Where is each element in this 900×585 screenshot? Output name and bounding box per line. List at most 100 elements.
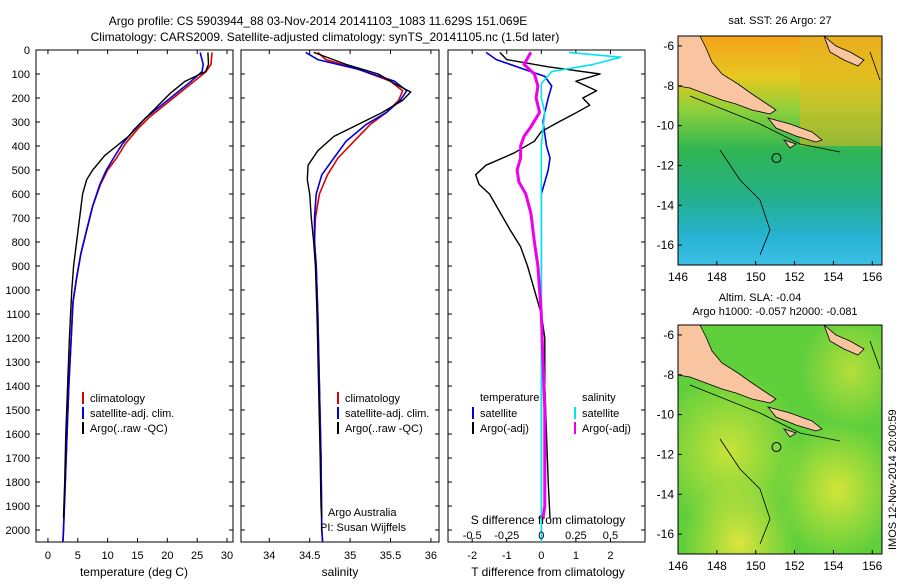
diff-x-tick-label: 0	[538, 550, 544, 562]
temperature-xlabel: temperature (deg C)	[80, 565, 188, 579]
sal-series-climatology	[313, 51, 404, 543]
reef-outline	[689, 51, 881, 256]
depth-tick-label: 1500	[6, 405, 30, 417]
map-lat-tick-label: -6	[663, 39, 674, 53]
depth-tick-label: 1300	[6, 357, 30, 369]
map-lon-tick-label: 152	[785, 559, 805, 573]
sla-map-subtitle: Argo h1000: -0.057 h2000: -0.081	[692, 306, 857, 318]
salinity-axes-frame	[240, 49, 440, 543]
sst-map-frame	[677, 35, 883, 266]
sal-series-argo-raw-qc	[306, 51, 412, 519]
depth-tick-label: 1600	[6, 429, 30, 441]
map-lat-tick-label: -8	[663, 79, 674, 93]
annotation-argo-australia: Argo Australia	[328, 507, 397, 519]
title-line-2: Climatology: CARS2009. Satellite-adjuste…	[91, 30, 560, 44]
temp-series-satellite-adj-clim	[62, 52, 204, 543]
legend-label-climatology: climatology	[90, 393, 146, 405]
temp-x-tick-label: 25	[191, 550, 203, 562]
depth-axis: 0 100 200 300 400 500 600 700 800 900 1000 1100 1200…	[6, 45, 645, 537]
salinity-diff-legend: salinity satellite Argo(-adj)	[574, 392, 631, 435]
depth-tick-label: 1400	[6, 381, 30, 393]
s-diff-tick-label: -0.5	[463, 530, 482, 542]
sst-map-title: sat. SST: 26 Argo: 27	[728, 15, 831, 27]
legend-label-climatology: climatology	[345, 393, 401, 405]
salinity-panel: 34 34.5 35 35.5 36 salinity climatology sate…	[240, 49, 440, 579]
depth-tick-label: 800	[12, 237, 30, 249]
legend-label-argo: Argo(..raw -QC)	[345, 423, 423, 435]
annotation-pi: PI: Susan Wijffels	[320, 522, 406, 534]
sla-map-frame	[677, 324, 883, 555]
legend-label-argo: Argo(..raw -QC)	[90, 423, 168, 435]
legend-title-salinity: salinity	[582, 392, 616, 404]
sla-map-axes: 146 148 150 152 154 156 -6 -8 -10 -12 -14 -16	[657, 328, 883, 573]
legend-label-satellite: satellite-adj. clim.	[345, 408, 429, 420]
reef-outline	[689, 340, 881, 545]
map-lon-tick-label: 148	[707, 270, 727, 284]
land-new-guinea	[678, 36, 777, 115]
sal-x-tick-label: 36	[425, 550, 437, 562]
s-diff-tick-label: 0	[538, 530, 544, 542]
land-new-guinea	[678, 325, 777, 404]
s-difference-ticks: -0.5 -0.25 0 0.25 0.5	[463, 530, 618, 542]
depth-tick-label: 500	[12, 165, 30, 177]
difference-xlabel-top: S difference from climatology	[471, 513, 626, 527]
depth-tick-label: 0	[24, 45, 30, 57]
temp-x-tick-label: 15	[131, 550, 143, 562]
argo-location-marker	[771, 153, 782, 164]
difference-x-axis: -2 -1 0 1 2	[467, 50, 614, 562]
depth-tick-label: 300	[12, 117, 30, 129]
map-lon-tick-label: 154	[823, 559, 843, 573]
s-diff-tick-label: 0.25	[565, 530, 586, 542]
map-lat-tick-label: -16	[657, 527, 675, 541]
map-lat-tick-label: -10	[657, 119, 675, 133]
depth-tick-label: 900	[12, 261, 30, 273]
temp-x-tick-label: 5	[75, 550, 81, 562]
temp-series-argo-raw-qc	[62, 52, 210, 519]
depth-tick-label: 1900	[6, 501, 30, 513]
salinity-x-axis: 34 34.5 35 35.5 36	[263, 50, 437, 562]
temp-x-tick-label: 0	[45, 550, 51, 562]
land-islands	[766, 36, 865, 149]
temp-x-tick-label: 20	[161, 550, 173, 562]
title-line-1: Argo profile: CS 5903944_88 03-Nov-2014 …	[109, 14, 528, 28]
salinity-xlabel: salinity	[322, 565, 359, 579]
argo-location-marker	[771, 442, 782, 453]
map-lon-tick-label: 156	[862, 559, 882, 573]
map-lat-tick-label: -12	[657, 158, 675, 172]
temperature-axes-frame	[35, 49, 234, 543]
legend-label-t-satellite: satellite	[480, 408, 517, 420]
map-lat-tick-label: -6	[663, 328, 674, 342]
s-diff-tick-label: -0.25	[494, 530, 519, 542]
map-lon-tick-label: 146	[668, 559, 688, 573]
map-lat-tick-label: -14	[657, 198, 675, 212]
depth-tick-label: 700	[12, 213, 30, 225]
sal-x-tick-label: 34	[263, 550, 275, 562]
map-lat-tick-label: -12	[657, 447, 675, 461]
depth-tick-label: 200	[12, 93, 30, 105]
depth-tick-label: 600	[12, 189, 30, 201]
s-diff-tick-label: 0.5	[603, 530, 618, 542]
sla-map-title: Altim. SLA: -0.04	[719, 292, 802, 304]
map-lat-tick-label: -14	[657, 487, 675, 501]
depth-tick-label: 1700	[6, 453, 30, 465]
sst-map: sat. SST: 26 Argo: 27 146 148 150 152 154 156…	[657, 15, 883, 284]
sal-x-tick-label: 35	[344, 550, 356, 562]
legend-label-s-satellite: satellite	[582, 408, 619, 420]
sal-series-satellite-adj-clim	[305, 51, 408, 543]
diff-series-s-argo-adj	[515, 51, 547, 519]
temperature-panel: 0100200300400500600700800900100011001200…	[6, 45, 645, 579]
sal-x-tick-label: 34.5	[299, 550, 320, 562]
temperature-diff-legend: temperature satellite Argo(-adj)	[472, 392, 539, 435]
difference-panel: -2 -1 0 1 2 T difference from climatology S …	[447, 49, 646, 579]
depth-tick-label: 100	[12, 69, 30, 81]
difference-axes-frame	[447, 49, 646, 543]
map-lon-tick-label: 152	[785, 270, 805, 284]
map-lon-tick-label: 148	[707, 559, 727, 573]
map-lon-tick-label: 154	[823, 270, 843, 284]
sal-x-tick-label: 35.5	[380, 550, 401, 562]
sla-map: Altim. SLA: -0.04 Argo h1000: -0.057 h20…	[657, 292, 883, 573]
sst-map-axes: 146 148 150 152 154 156 -6 -8 -10 -12 -14 -16	[657, 39, 883, 284]
depth-tick-label: 400	[12, 141, 30, 153]
map-lat-tick-label: -10	[657, 408, 675, 422]
